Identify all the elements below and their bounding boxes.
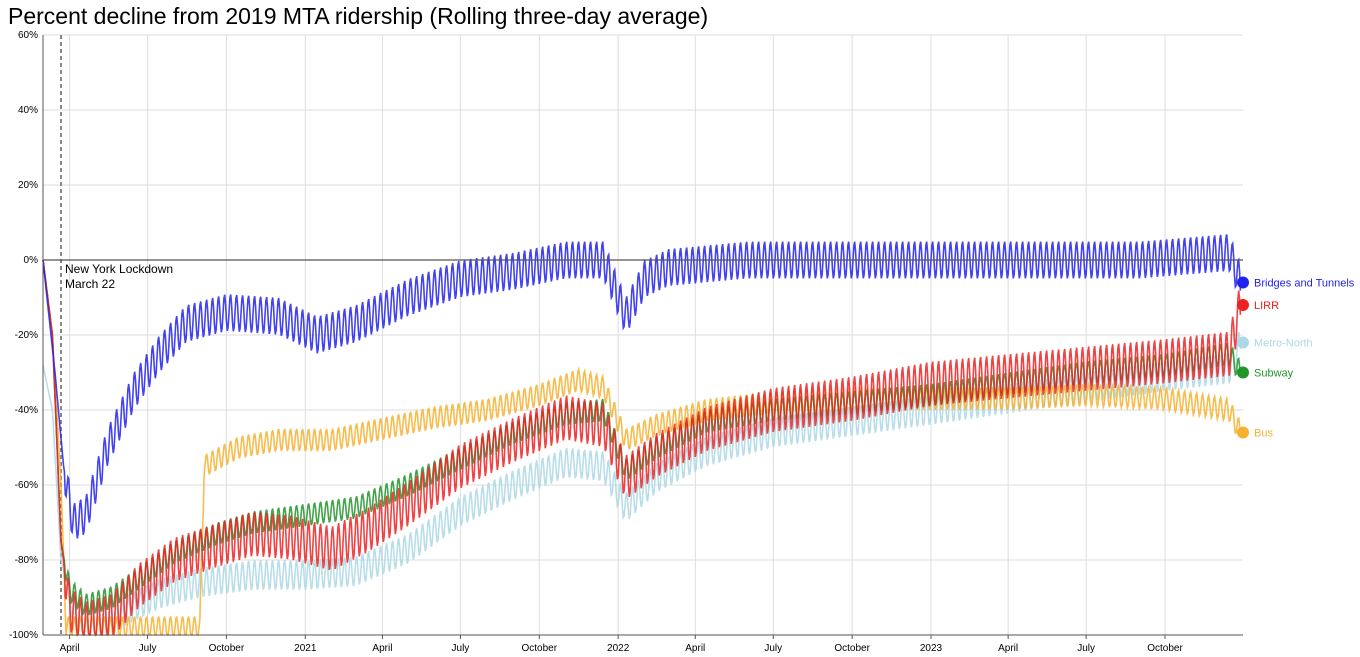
legend-label-bridges-and-tunnels: Bridges and Tunnels — [1254, 278, 1355, 290]
y-tick-label: -20% — [15, 330, 38, 341]
legend-label-bus: Bus — [1254, 428, 1273, 440]
series-line-metro-north — [42, 331, 1242, 638]
legend-label-lirr: LIRR — [1254, 300, 1279, 312]
x-tick-label: October — [521, 643, 557, 654]
series-lines — [42, 234, 1242, 638]
x-tick-label: October — [834, 643, 870, 654]
x-tick-label: 2023 — [920, 643, 943, 654]
series-line-lirr — [42, 259, 1242, 637]
y-tick-label: 40% — [18, 105, 38, 116]
legend-dot-lirr — [1237, 299, 1249, 311]
annotation-line2: March 22 — [65, 277, 115, 291]
y-tick-label: 60% — [18, 30, 38, 41]
chart-title: Percent decline from 2019 MTA ridership … — [8, 3, 709, 29]
x-tick-label: July — [764, 643, 782, 654]
y-tick-label: -40% — [15, 405, 38, 416]
y-tick-label: -100% — [9, 630, 38, 641]
series-line-bus — [42, 259, 1242, 636]
x-tick-label: 2022 — [607, 643, 630, 654]
legend-dot-subway — [1237, 366, 1249, 379]
x-tick-label: October — [209, 643, 245, 654]
y-tick-label: -80% — [15, 555, 38, 566]
annotation-line1: New York Lockdown — [65, 262, 173, 276]
y-tick-label: 0% — [24, 255, 39, 266]
x-tick-label: April — [372, 643, 392, 654]
legend-dot-bus — [1237, 426, 1249, 439]
x-tick-label: April — [998, 643, 1018, 654]
x-tick-label: July — [139, 643, 157, 654]
legend-label-subway: Subway — [1254, 368, 1294, 380]
y-tick-label: -60% — [15, 480, 38, 491]
legend-dot-metro-north — [1237, 336, 1249, 349]
x-tick-label: July — [1077, 643, 1095, 654]
y-tick-label: 20% — [18, 180, 38, 191]
legend-dot-bridges-and-tunnels — [1237, 276, 1249, 289]
x-tick-label: April — [60, 643, 80, 654]
axes: 60% 40% 20% 0% -20% -40% -60% -80% -100% April Jul… — [9, 30, 1243, 654]
x-tick-label: July — [452, 643, 470, 654]
x-tick-label: 2021 — [294, 643, 317, 654]
x-tick-label: October — [1147, 643, 1183, 654]
legend: Bridges and Tunnels LIRR Metro-North Subway… — [1237, 276, 1355, 440]
series-line-bridges-and-tunnels — [42, 234, 1242, 539]
legend-label-metro-north: Metro-North — [1254, 338, 1313, 350]
x-tick-label: April — [685, 643, 705, 654]
